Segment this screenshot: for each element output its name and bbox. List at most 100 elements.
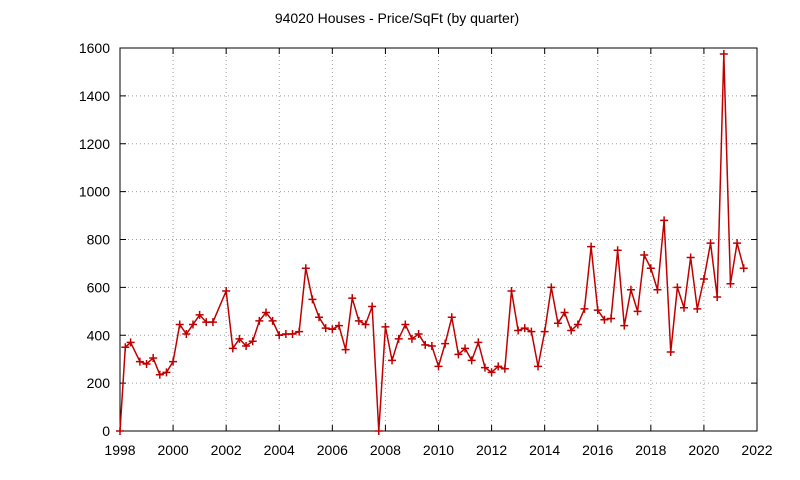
plot-area-frame [119, 47, 758, 432]
data-point [348, 294, 357, 303]
data-point [719, 49, 728, 58]
x-tick-label: 2004 [264, 442, 295, 458]
x-tick-label: 1998 [104, 442, 135, 458]
data-point [188, 320, 197, 329]
tick-labels: 0 200 400 600 800 1000 1200 1400 1600 1998 2000 200… [79, 40, 773, 458]
data-point [228, 344, 237, 353]
data-point [514, 326, 523, 335]
data-point [394, 334, 403, 343]
data-point [726, 279, 735, 288]
data-point [121, 343, 130, 352]
data-point [733, 239, 742, 248]
data-point [620, 321, 629, 330]
data-point [660, 216, 669, 225]
data-point [407, 334, 416, 343]
data-point [182, 330, 191, 339]
data-point [401, 320, 410, 329]
data-point [447, 313, 456, 322]
x-tick-label: 2012 [476, 442, 507, 458]
x-tick-label: 2018 [635, 442, 666, 458]
data-point [520, 324, 529, 333]
y-tick-label: 1200 [79, 136, 110, 152]
axis-ticks [119, 47, 758, 432]
y-tick-label: 200 [87, 375, 111, 391]
data-point [222, 286, 231, 295]
chart-title: 94020 Houses - Price/SqFt (by quarter) [275, 10, 519, 26]
data-point [547, 283, 556, 292]
data-point [474, 338, 483, 347]
data-point [434, 362, 443, 371]
x-tick-label: 2022 [741, 442, 772, 458]
data-point [653, 285, 662, 294]
data-point [116, 427, 124, 435]
data-point [155, 370, 164, 379]
data-point [135, 357, 144, 366]
data-point [587, 242, 596, 251]
data-point [162, 368, 171, 377]
data-point [553, 319, 562, 328]
data-point [567, 326, 576, 335]
y-tick-label: 0 [102, 423, 110, 439]
data-point [699, 274, 708, 283]
y-tick-label: 1600 [79, 40, 110, 56]
data-point [195, 310, 204, 319]
data-point [573, 320, 582, 329]
data-point [580, 304, 589, 313]
data-point [633, 307, 642, 316]
data-point [680, 303, 689, 312]
data-point [666, 348, 675, 357]
data-point [427, 342, 436, 351]
data-point [640, 251, 649, 260]
data-point [361, 320, 370, 329]
data-point [421, 340, 430, 349]
data-point [235, 334, 244, 343]
data-point [288, 330, 297, 339]
data-point [540, 327, 549, 336]
data-point [494, 362, 503, 371]
data-point [142, 359, 151, 368]
data-point [527, 327, 536, 336]
y-tick-label: 600 [87, 279, 111, 295]
data-point [693, 304, 702, 313]
data-point [388, 356, 397, 365]
data-point [301, 264, 310, 273]
grid-lines [120, 48, 757, 431]
data-point [275, 331, 284, 340]
data-point [480, 363, 489, 372]
data-point [600, 315, 609, 324]
y-tick-label: 800 [87, 232, 111, 248]
data-point [414, 330, 423, 339]
data-point [268, 316, 277, 325]
data-point [560, 308, 569, 317]
y-tick-label: 1000 [79, 184, 110, 200]
data-point [673, 283, 682, 292]
data-point [461, 344, 470, 353]
data-point [341, 345, 350, 354]
data-point [308, 295, 317, 304]
data-point [487, 368, 496, 377]
data-point [169, 357, 178, 366]
x-tick-label: 2020 [688, 442, 719, 458]
data-series [116, 49, 748, 435]
data-point [686, 253, 695, 262]
y-tick-label: 400 [87, 327, 111, 343]
data-point [328, 325, 337, 334]
x-tick-label: 2000 [158, 442, 189, 458]
data-point [255, 316, 264, 325]
x-tick-label: 2016 [582, 442, 613, 458]
data-point [242, 342, 251, 351]
data-point [321, 324, 330, 333]
data-point [354, 316, 363, 325]
data-point [334, 321, 343, 330]
x-tick-label: 2014 [529, 442, 560, 458]
x-tick-label: 2006 [317, 442, 348, 458]
data-point [149, 353, 158, 362]
data-point [507, 286, 516, 295]
data-point [646, 264, 655, 273]
data-point [713, 292, 722, 301]
data-point [368, 302, 377, 311]
data-point [607, 314, 616, 323]
data-point [706, 239, 715, 248]
data-point [739, 264, 748, 273]
data-point [248, 337, 257, 346]
